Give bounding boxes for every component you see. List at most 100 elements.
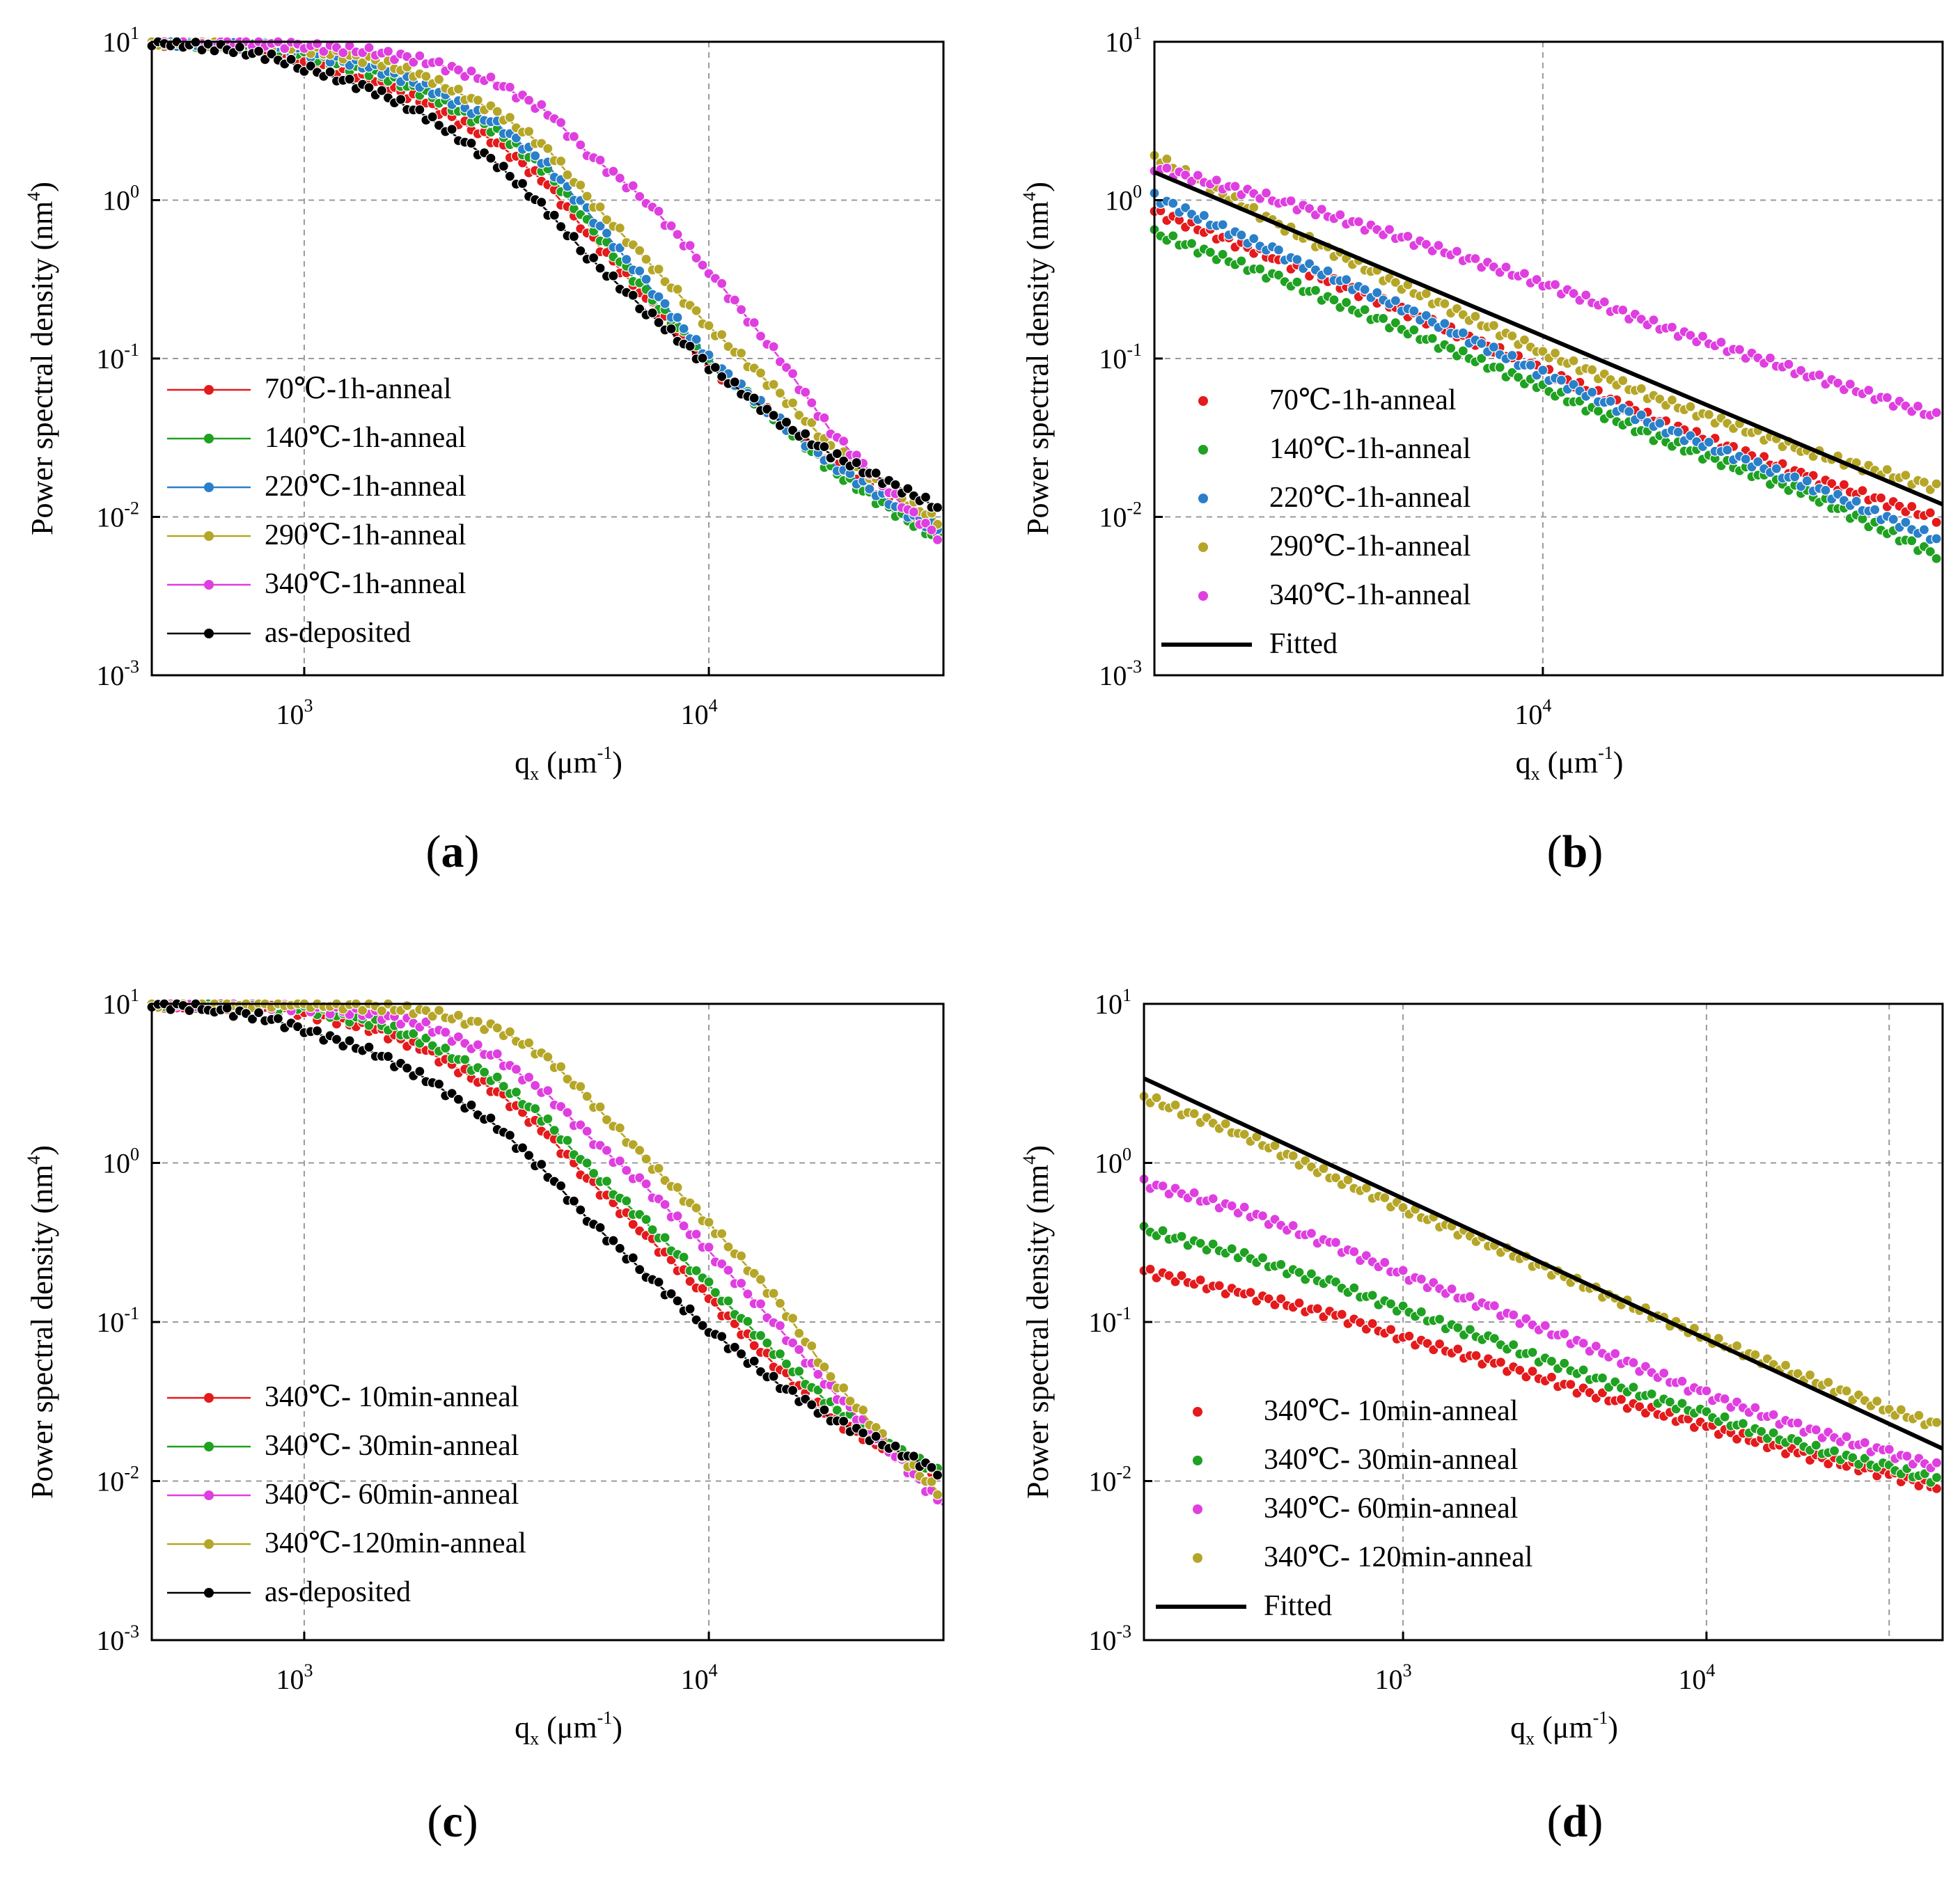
- data-point: [627, 290, 638, 301]
- data-point: [1900, 517, 1911, 528]
- data-point: [1597, 1372, 1608, 1384]
- data-point: [1390, 277, 1401, 288]
- data-point: [794, 1328, 805, 1339]
- data-point: [1476, 338, 1487, 349]
- data-point: [932, 534, 943, 546]
- data-point: [1476, 353, 1487, 364]
- data-point: [787, 398, 799, 409]
- data-point: [338, 47, 349, 58]
- legend-marker-swatch: [204, 531, 214, 541]
- data-point: [890, 1440, 901, 1451]
- data-point: [568, 1195, 579, 1206]
- legend-marker-swatch: [1198, 494, 1208, 503]
- data-point: [691, 333, 702, 345]
- data-point: [1568, 288, 1579, 299]
- data-point: [1841, 1385, 1852, 1396]
- data-point: [735, 1348, 747, 1360]
- data-point: [1255, 263, 1266, 274]
- data-point: [697, 1320, 708, 1331]
- data-point: [735, 304, 747, 315]
- data-point: [1931, 1417, 1943, 1428]
- data-point: [1913, 1410, 1924, 1421]
- data-point: [1881, 464, 1892, 475]
- data-point: [1666, 322, 1678, 333]
- data-point: [716, 329, 728, 340]
- data-point: [1646, 1388, 1657, 1400]
- data-point: [440, 1027, 451, 1038]
- data-point: [1617, 375, 1629, 386]
- data-point: [781, 362, 792, 373]
- data-point: [864, 483, 875, 495]
- data-point: [472, 1039, 483, 1050]
- data-point: [1285, 195, 1296, 207]
- data-point: [634, 191, 645, 202]
- data-point: [1568, 379, 1579, 391]
- legend-label: 70℃-1h-anneal: [1269, 384, 1457, 416]
- data-point: [1900, 470, 1911, 481]
- data-point: [1294, 1267, 1305, 1278]
- data-point: [184, 1005, 195, 1016]
- data-point: [382, 1050, 394, 1062]
- data-point: [1869, 504, 1881, 515]
- y-tick-label: 101: [102, 985, 139, 1020]
- data-point: [562, 1135, 573, 1146]
- y-tick-label: 101: [1105, 23, 1142, 58]
- data-point: [1918, 524, 1930, 535]
- x-tick-label: 104: [681, 1660, 718, 1695]
- data-point: [523, 126, 535, 137]
- data-point: [311, 1025, 323, 1037]
- data-point: [641, 1154, 652, 1165]
- data-point: [748, 1355, 760, 1367]
- data-point: [614, 1122, 625, 1133]
- data-point: [1189, 1187, 1200, 1198]
- data-point: [1341, 297, 1352, 308]
- data-point: [716, 278, 728, 289]
- data-point: [1409, 306, 1420, 317]
- data-point: [588, 1167, 599, 1179]
- data-point: [1195, 1274, 1206, 1286]
- data-point: [1918, 477, 1930, 488]
- data-point: [1230, 181, 1241, 192]
- data-point: [1367, 1318, 1378, 1329]
- legend-marker-swatch: [1198, 445, 1208, 455]
- data-point: [595, 155, 606, 166]
- data-point: [601, 214, 613, 226]
- data-point: [453, 1031, 464, 1042]
- data-point: [568, 231, 579, 242]
- data-point: [831, 448, 842, 459]
- data-point: [1445, 343, 1457, 354]
- data-point: [1464, 1324, 1475, 1335]
- legend-label: 220℃-1h-anneal: [265, 471, 467, 503]
- data-point: [1349, 1282, 1360, 1293]
- legend-label: 220℃-1h-anneal: [1269, 482, 1471, 514]
- data-point: [774, 388, 786, 399]
- data-point: [1157, 1181, 1168, 1192]
- data-point: [1207, 1193, 1218, 1204]
- data-point: [581, 1091, 593, 1102]
- data-point: [1648, 315, 1659, 326]
- data-point: [838, 1415, 849, 1427]
- y-tick-label: 10-2: [1099, 498, 1142, 533]
- data-point: [825, 1371, 836, 1383]
- data-point: [1168, 198, 1179, 209]
- data-point: [1931, 553, 1942, 564]
- data-point: [1521, 1313, 1532, 1324]
- data-point: [408, 56, 419, 68]
- data-point: [1666, 395, 1678, 406]
- data-point: [1838, 479, 1850, 490]
- data-point: [504, 1130, 515, 1141]
- data-point: [691, 1202, 702, 1213]
- data-point: [1568, 355, 1579, 366]
- data-point: [575, 180, 586, 191]
- data-point: [1677, 1376, 1688, 1387]
- data-point: [794, 409, 805, 421]
- data-point: [1198, 210, 1209, 221]
- data-point: [768, 1288, 779, 1299]
- data-point: [845, 1396, 856, 1407]
- data-point: [755, 331, 767, 342]
- data-point: [1701, 1385, 1712, 1396]
- data-point: [1157, 1225, 1168, 1236]
- y-axis-title: Power spectral density (nm4): [24, 1145, 59, 1499]
- data-point: [1257, 1210, 1269, 1222]
- data-point: [575, 1204, 586, 1215]
